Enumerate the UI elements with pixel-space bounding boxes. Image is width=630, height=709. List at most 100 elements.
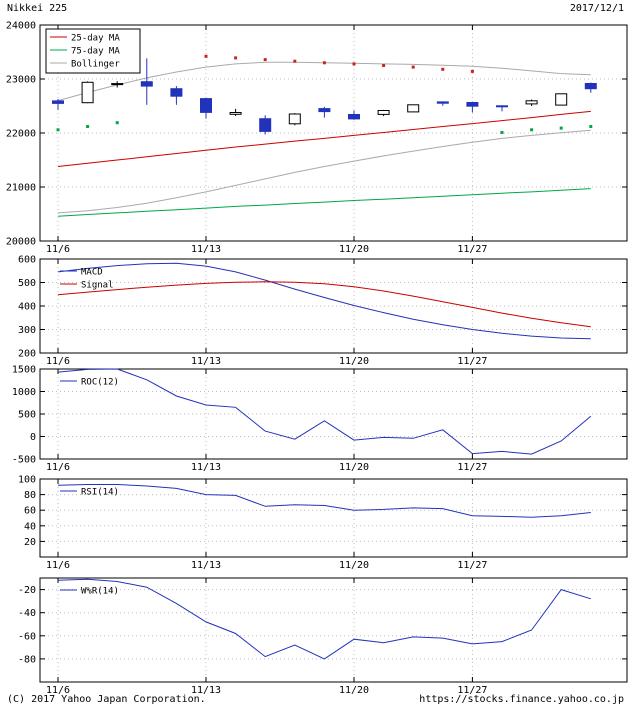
candle-body-down: [318, 108, 331, 113]
marker-dot: [589, 125, 593, 128]
axis-label: -40: [18, 608, 36, 619]
marker-dot: [500, 131, 504, 134]
axis-label: 11/20: [339, 356, 369, 367]
candle-body-up: [555, 93, 568, 106]
sar-dots-above: [204, 54, 474, 73]
legend: W%R(14): [60, 587, 119, 597]
axis-label: 0: [30, 432, 36, 443]
axis-label: 24000: [6, 21, 36, 32]
candle-body-down: [52, 100, 64, 104]
rsi-line: [57, 484, 591, 518]
axis-label: MACD: [81, 268, 103, 278]
axis-label: 11/27: [457, 560, 487, 571]
macd-line: [57, 262, 591, 340]
axis-label: 100: [18, 475, 36, 486]
roc-line: [57, 368, 592, 455]
marker-dot: [263, 58, 267, 62]
copyright-text: (C) 2017 Yahoo Japan Corporation.: [7, 694, 206, 705]
candle-body-down: [200, 98, 212, 113]
axis-label: 11/20: [339, 685, 369, 696]
axis-label: 75-day MA: [71, 47, 120, 57]
axis-label: 25-day MA: [71, 34, 120, 44]
panel-border: [39, 258, 628, 354]
candle-body-down: [348, 114, 360, 120]
axis-label: 1500: [12, 365, 36, 376]
candle-body-up: [81, 81, 94, 104]
chart-date: 2017/12/1: [569, 3, 624, 14]
candle-body-down: [466, 102, 479, 107]
legend: ROC(12): [60, 378, 119, 388]
axis-label: 11/13: [191, 685, 221, 696]
axis-label: 11/27: [457, 685, 487, 696]
price-panel: 20000 21000 22000 23000 24000 11/6 11/13 11/20 1…: [6, 21, 628, 255]
candle-body-down: [436, 101, 449, 104]
candle-body-up: [407, 104, 420, 113]
axis-label: 11/27: [457, 462, 487, 473]
marker-dot: [86, 125, 90, 128]
axis-label: 11/27: [457, 244, 487, 255]
axis-label: 40: [24, 521, 36, 532]
legend: RSI(14): [60, 488, 119, 498]
marker-dot: [382, 64, 386, 67]
candle-body-up: [377, 110, 390, 115]
marker-dot: [322, 61, 326, 65]
rsi-panel: 20 40 60 80 100 11/6 11/13 11/20 11/27 RSI(14): [18, 475, 628, 571]
candle-body-up: [229, 112, 242, 115]
axis-label: 11/27: [457, 356, 487, 367]
marker-dot: [470, 69, 474, 73]
marker-dot: [234, 56, 238, 60]
marker-dot: [441, 67, 445, 71]
macd-panel: 200 300 400 500 600 11/6 11/13 11/20 11/27 MACD Si…: [18, 255, 628, 367]
marker-dot: [115, 121, 119, 125]
marker-dot: [352, 62, 356, 66]
panel-border: [39, 478, 628, 558]
axis-label: RSI(14): [81, 488, 119, 498]
candle-body-up: [111, 83, 124, 86]
axis-label: 11/6: [46, 244, 70, 255]
marker-dot: [530, 128, 534, 132]
axis-label: 23000: [6, 75, 36, 86]
candle-body-down: [170, 88, 183, 97]
chart-title: Nikkei 225: [7, 3, 68, 14]
wpr-line: [57, 578, 591, 660]
axis-label: 600: [18, 255, 36, 266]
axis-label: 400: [18, 302, 36, 313]
axis-label: 500: [18, 410, 36, 421]
axis-label: -20: [18, 585, 36, 596]
candle-body-down: [259, 118, 272, 132]
axis-label: 300: [18, 325, 36, 336]
axis-label: 80: [24, 490, 36, 501]
axis-label: 11/6: [46, 685, 70, 696]
axis-label: 11/20: [339, 244, 369, 255]
axis-label: 1000: [12, 387, 36, 398]
axis-label: 200: [18, 349, 36, 360]
axis-label: 11/13: [191, 462, 221, 473]
axis-label: 11/6: [46, 356, 70, 367]
axis-label: 11/13: [191, 560, 221, 571]
bollinger-lower: [57, 129, 591, 214]
marker-dot: [204, 54, 208, 58]
axis-label: Bollinger: [71, 60, 120, 70]
legend: MACD Signal: [60, 268, 114, 291]
marker-dot: [293, 59, 297, 63]
panel-border: [39, 24, 628, 242]
axis-label: 22000: [6, 129, 36, 140]
panel-border: [39, 577, 628, 683]
marker-dot: [559, 126, 563, 130]
axis-label: 20000: [6, 237, 36, 248]
ma-25: [57, 110, 591, 167]
axis-label: 60: [24, 506, 36, 517]
legend-box: [45, 28, 141, 74]
marker-dot: [411, 65, 415, 69]
axis-label: W%R(14): [81, 587, 119, 597]
axis-label: 11/20: [339, 560, 369, 571]
axis-label: 500: [18, 278, 36, 289]
panel-border: [39, 368, 628, 460]
axis-label: 11/13: [191, 244, 221, 255]
candle-body-up: [288, 113, 301, 125]
candlesticks: [52, 58, 597, 135]
axis-label: -500: [12, 455, 36, 466]
axis-label: 11/20: [339, 462, 369, 473]
source-url-text: https://stocks.finance.yahoo.co.jp: [419, 694, 624, 705]
